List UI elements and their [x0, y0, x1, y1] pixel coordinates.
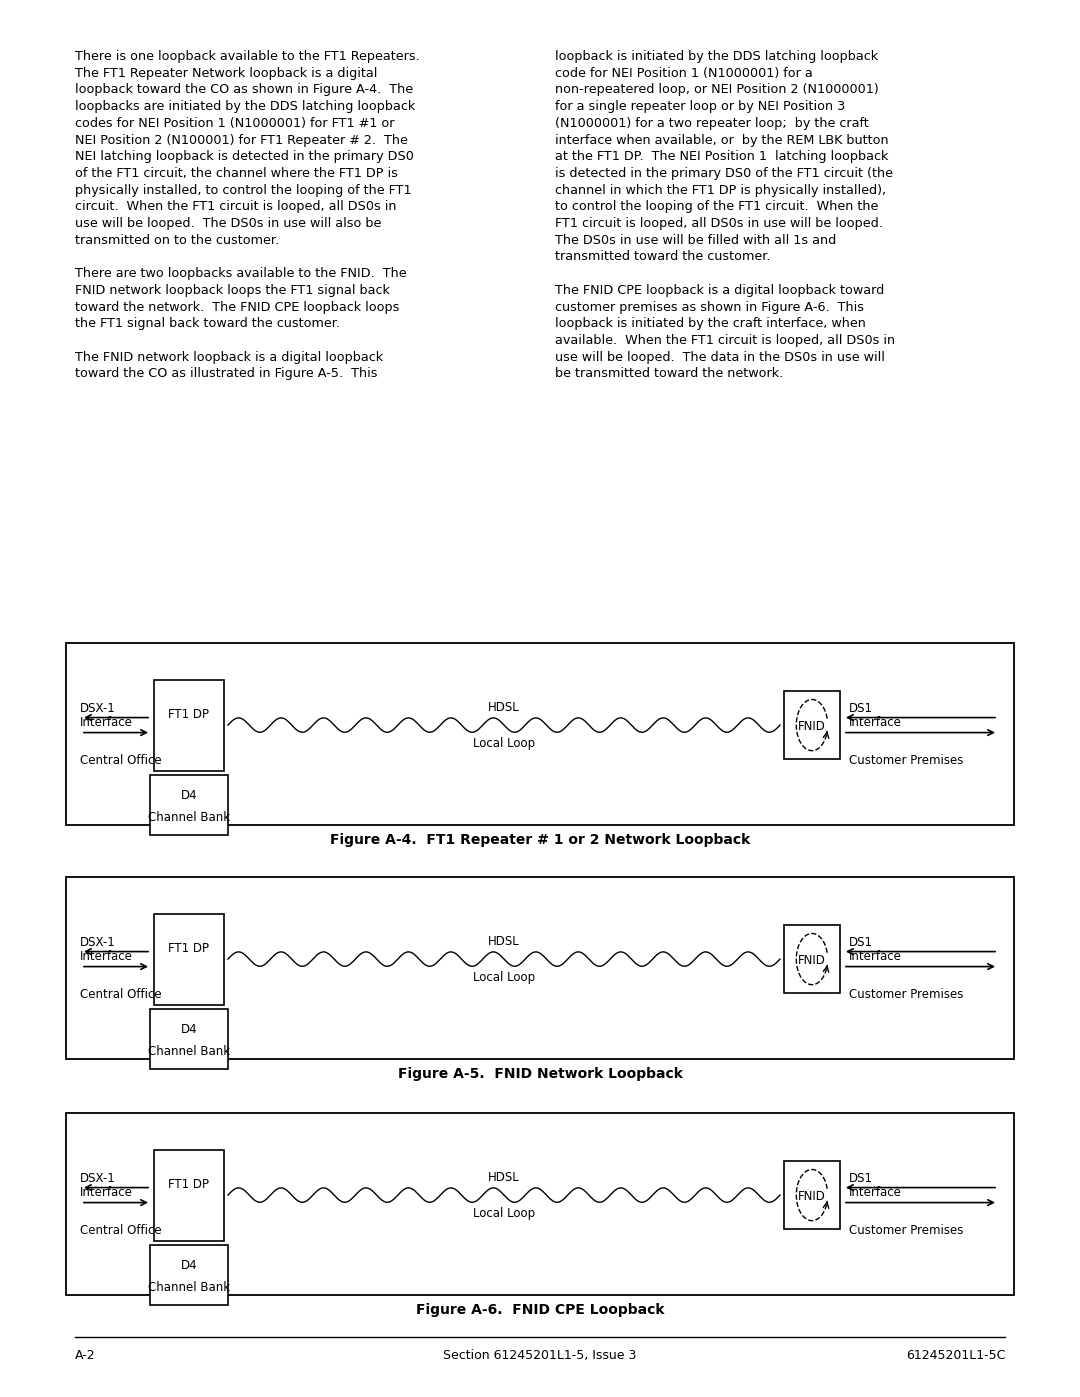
Text: NEI Position 2 (N100001) for FT1 Repeater # 2.  The: NEI Position 2 (N100001) for FT1 Repeate… — [75, 134, 408, 147]
Text: D4: D4 — [180, 789, 198, 802]
Text: Channel Bank: Channel Bank — [148, 1281, 230, 1295]
Bar — [154, 914, 224, 1004]
Text: The DS0s in use will be filled with all 1s and: The DS0s in use will be filled with all … — [555, 233, 836, 247]
Bar — [784, 1161, 840, 1229]
Text: Interface: Interface — [80, 950, 133, 963]
Text: be transmitted toward the network.: be transmitted toward the network. — [555, 367, 783, 380]
Text: physically installed, to control the looping of the FT1: physically installed, to control the loo… — [75, 183, 411, 197]
Text: DS1: DS1 — [849, 936, 873, 949]
Text: DSX-1: DSX-1 — [80, 936, 116, 949]
Bar — [784, 692, 840, 759]
Text: D4: D4 — [180, 1259, 198, 1273]
Text: (N1000001) for a two repeater loop;  by the craft: (N1000001) for a two repeater loop; by t… — [555, 117, 868, 130]
Text: Interface: Interface — [80, 1186, 133, 1199]
Text: FT1 circuit is looped, all DS0s in use will be looped.: FT1 circuit is looped, all DS0s in use w… — [555, 217, 882, 231]
Text: Local Loop: Local Loop — [473, 1207, 535, 1220]
Text: Interface: Interface — [849, 1186, 902, 1199]
Text: DS1: DS1 — [849, 1172, 873, 1185]
Text: loopback toward the CO as shown in Figure A-4.  The: loopback toward the CO as shown in Figur… — [75, 84, 414, 96]
Text: Channel Bank: Channel Bank — [148, 812, 230, 824]
Bar — [150, 1009, 228, 1069]
Text: channel in which the FT1 DP is physically installed),: channel in which the FT1 DP is physicall… — [555, 183, 886, 197]
Text: There is one loopback available to the FT1 Repeaters.: There is one loopback available to the F… — [75, 50, 420, 63]
Text: of the FT1 circuit, the channel where the FT1 DP is: of the FT1 circuit, the channel where th… — [75, 166, 397, 180]
Text: DSX-1: DSX-1 — [80, 1172, 116, 1185]
Text: FNID network loopback loops the FT1 signal back: FNID network loopback loops the FT1 sign… — [75, 284, 390, 296]
Bar — [154, 679, 224, 771]
Text: FT1 DP: FT1 DP — [168, 942, 210, 954]
Text: transmitted toward the customer.: transmitted toward the customer. — [555, 250, 770, 264]
Text: Interface: Interface — [849, 717, 902, 729]
Text: the FT1 signal back toward the customer.: the FT1 signal back toward the customer. — [75, 317, 340, 330]
Text: to control the looping of the FT1 circuit.  When the: to control the looping of the FT1 circui… — [555, 200, 878, 214]
Text: toward the network.  The FNID CPE loopback loops: toward the network. The FNID CPE loopbac… — [75, 300, 400, 313]
Text: use will be looped.  The DS0s in use will also be: use will be looped. The DS0s in use will… — [75, 217, 381, 231]
Text: loopbacks are initiated by the DDS latching loopback: loopbacks are initiated by the DDS latch… — [75, 101, 415, 113]
Text: Figure A-5.  FNID Network Loopback: Figure A-5. FNID Network Loopback — [397, 1067, 683, 1081]
Text: 61245201L1-5C: 61245201L1-5C — [906, 1350, 1005, 1362]
Text: The FNID network loopback is a digital loopback: The FNID network loopback is a digital l… — [75, 351, 383, 363]
Text: loopback is initiated by the craft interface, when: loopback is initiated by the craft inter… — [555, 317, 866, 330]
Text: HDSL: HDSL — [488, 1171, 519, 1185]
Text: Local Loop: Local Loop — [473, 971, 535, 983]
Text: for a single repeater loop or by NEI Position 3: for a single repeater loop or by NEI Pos… — [555, 101, 846, 113]
Text: codes for NEI Position 1 (N1000001) for FT1 #1 or: codes for NEI Position 1 (N1000001) for … — [75, 117, 394, 130]
Text: A-2: A-2 — [75, 1350, 96, 1362]
Text: NEI latching loopback is detected in the primary DS0: NEI latching loopback is detected in the… — [75, 151, 414, 163]
Text: Customer Premises: Customer Premises — [849, 1224, 963, 1236]
Text: circuit.  When the FT1 circuit is looped, all DS0s in: circuit. When the FT1 circuit is looped,… — [75, 200, 396, 214]
Text: Local Loop: Local Loop — [473, 736, 535, 750]
Text: The FT1 Repeater Network loopback is a digital: The FT1 Repeater Network loopback is a d… — [75, 67, 377, 80]
Text: toward the CO as illustrated in Figure A-5.  This: toward the CO as illustrated in Figure A… — [75, 367, 378, 380]
Text: FT1 DP: FT1 DP — [168, 1178, 210, 1190]
Text: D4: D4 — [180, 1023, 198, 1037]
Bar — [150, 774, 228, 834]
Text: FNID: FNID — [798, 954, 826, 967]
Bar — [66, 643, 1014, 826]
Text: DSX-1: DSX-1 — [80, 703, 116, 715]
Text: customer premises as shown in Figure A-6.  This: customer premises as shown in Figure A-6… — [555, 300, 864, 313]
Text: Central Office: Central Office — [80, 1224, 162, 1236]
Bar — [66, 877, 1014, 1059]
Text: Customer Premises: Customer Premises — [849, 753, 963, 767]
Text: non-repeatered loop, or NEI Position 2 (N1000001): non-repeatered loop, or NEI Position 2 (… — [555, 84, 879, 96]
Text: transmitted on to the customer.: transmitted on to the customer. — [75, 233, 279, 247]
Text: Central Office: Central Office — [80, 753, 162, 767]
Text: The FNID CPE loopback is a digital loopback toward: The FNID CPE loopback is a digital loopb… — [555, 284, 885, 296]
Bar — [150, 1245, 228, 1305]
Text: FT1 DP: FT1 DP — [168, 708, 210, 721]
Text: loopback is initiated by the DDS latching loopback: loopback is initiated by the DDS latchin… — [555, 50, 878, 63]
Bar — [154, 1150, 224, 1241]
Text: DS1: DS1 — [849, 703, 873, 715]
Text: Customer Premises: Customer Premises — [849, 988, 963, 1000]
Text: use will be looped.  The data in the DS0s in use will: use will be looped. The data in the DS0s… — [555, 351, 885, 363]
Text: Interface: Interface — [849, 950, 902, 963]
Text: Figure A-4.  FT1 Repeater # 1 or 2 Network Loopback: Figure A-4. FT1 Repeater # 1 or 2 Networ… — [329, 833, 751, 847]
Text: Interface: Interface — [80, 717, 133, 729]
Text: at the FT1 DP.  The NEI Position 1  latching loopback: at the FT1 DP. The NEI Position 1 latchi… — [555, 151, 889, 163]
Text: There are two loopbacks available to the FNID.  The: There are two loopbacks available to the… — [75, 267, 407, 281]
Text: Channel Bank: Channel Bank — [148, 1045, 230, 1059]
Text: FNID: FNID — [798, 719, 826, 732]
Text: Figure A-6.  FNID CPE Loopback: Figure A-6. FNID CPE Loopback — [416, 1303, 664, 1317]
Text: FNID: FNID — [798, 1190, 826, 1203]
Text: interface when available, or  by the REM LBK button: interface when available, or by the REM … — [555, 134, 889, 147]
Text: Central Office: Central Office — [80, 988, 162, 1000]
Text: is detected in the primary DS0 of the FT1 circuit (the: is detected in the primary DS0 of the FT… — [555, 166, 893, 180]
Text: HDSL: HDSL — [488, 936, 519, 949]
Text: HDSL: HDSL — [488, 701, 519, 714]
Bar — [66, 1113, 1014, 1295]
Text: available.  When the FT1 circuit is looped, all DS0s in: available. When the FT1 circuit is loope… — [555, 334, 895, 346]
Text: Section 61245201L1-5, Issue 3: Section 61245201L1-5, Issue 3 — [443, 1350, 637, 1362]
Bar — [784, 925, 840, 993]
Text: code for NEI Position 1 (N1000001) for a: code for NEI Position 1 (N1000001) for a — [555, 67, 813, 80]
